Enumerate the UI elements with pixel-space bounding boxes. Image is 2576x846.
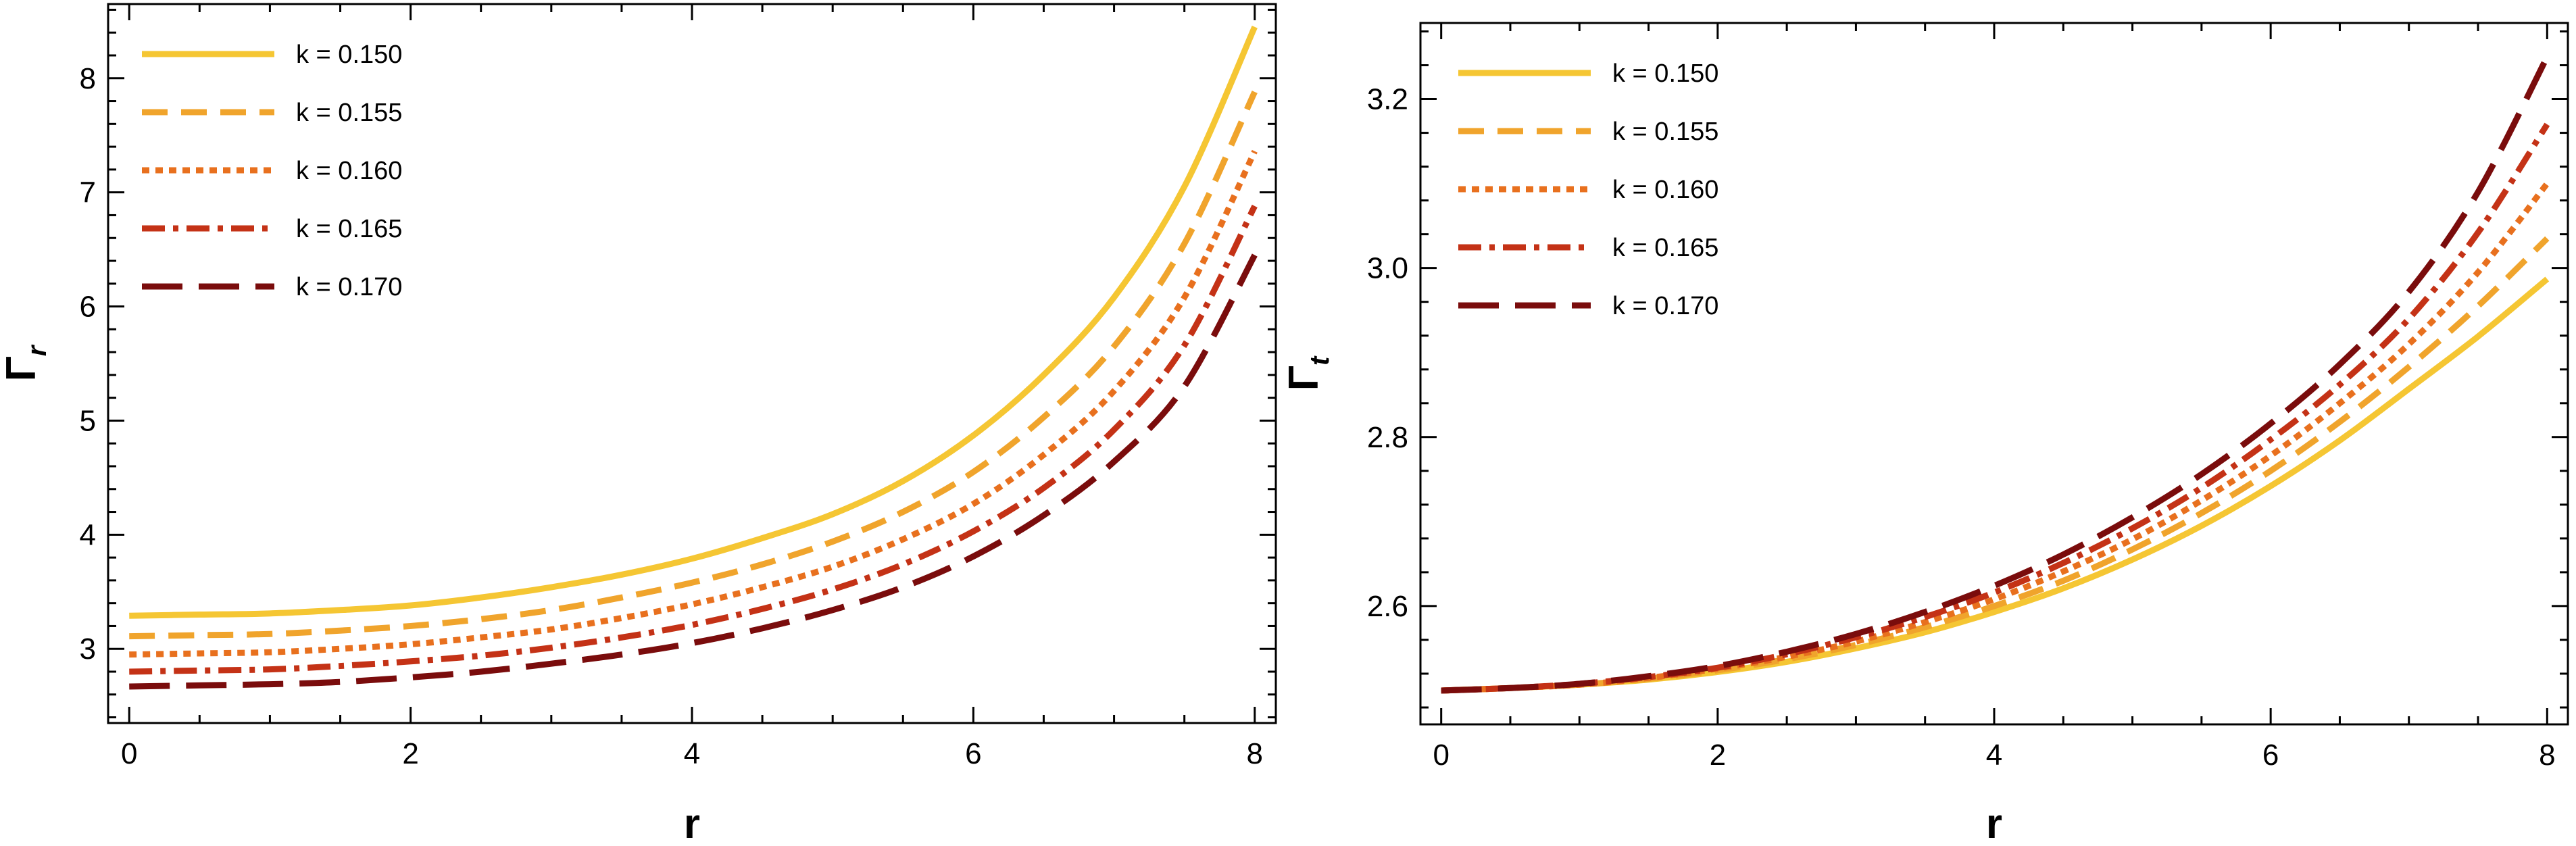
series-line-2 bbox=[1441, 236, 2550, 694]
series-line-5 bbox=[129, 253, 1258, 690]
legend-label-2: k = 0.155 bbox=[296, 99, 402, 127]
y-tick-label: 2.8 bbox=[1367, 421, 1408, 454]
series-line-4 bbox=[129, 204, 1258, 675]
x-tick-label: 8 bbox=[1247, 737, 1263, 770]
legend-label-5: k = 0.170 bbox=[296, 273, 402, 301]
y-tick-label: 8 bbox=[80, 62, 96, 95]
y-tick-label: 3 bbox=[80, 632, 96, 666]
x-tick-label: 8 bbox=[2539, 739, 2555, 772]
y-axis-title-subscript: t bbox=[1305, 355, 1335, 366]
series-line-5 bbox=[1441, 55, 2550, 694]
legend-label-3: k = 0.160 bbox=[1612, 176, 1718, 204]
x-tick-label: 0 bbox=[121, 737, 137, 770]
x-axis-title: r bbox=[1986, 801, 2002, 846]
legend-label-2: k = 0.155 bbox=[1612, 118, 1718, 146]
y-axis-title-symbol: Γ bbox=[1281, 366, 1327, 391]
legend-label-4: k = 0.165 bbox=[1612, 234, 1718, 262]
x-tick-label: 4 bbox=[684, 737, 700, 770]
x-tick-label: 6 bbox=[2262, 739, 2279, 772]
x-tick-label: 2 bbox=[1710, 739, 1726, 772]
x-tick-label: 6 bbox=[965, 737, 981, 770]
y-tick-label: 7 bbox=[80, 176, 96, 209]
y-tick-label: 4 bbox=[80, 518, 96, 551]
x-tick-label: 2 bbox=[402, 737, 418, 770]
y-axis-title: Γt bbox=[1281, 355, 1335, 391]
plot-frame bbox=[1419, 22, 2569, 726]
y-tick-label: 5 bbox=[80, 404, 96, 437]
series-line-1 bbox=[1441, 276, 2550, 694]
y-tick-label: 6 bbox=[80, 291, 96, 324]
legend-label-5: k = 0.170 bbox=[1612, 292, 1718, 320]
y-axis-title-symbol: Γ bbox=[0, 356, 45, 381]
series-line-1 bbox=[129, 25, 1258, 619]
series-line-2 bbox=[129, 91, 1258, 640]
x-tick-label: 4 bbox=[1986, 739, 2002, 772]
y-axis-title: Γr bbox=[0, 344, 52, 381]
y-tick-label: 3.2 bbox=[1367, 83, 1408, 116]
y-tick-label: 3.0 bbox=[1367, 252, 1408, 285]
legend-label-4: k = 0.165 bbox=[296, 215, 402, 243]
x-axis-title: r bbox=[684, 801, 700, 846]
legend-label-1: k = 0.150 bbox=[296, 41, 402, 69]
y-tick-label: 2.6 bbox=[1367, 590, 1408, 623]
right-panel-gamma-t: 0 2 4 6 8 2.6 2.8 3.0 3.2 r Γt k = 0.150 k = 0.155 k … bbox=[1281, 22, 2569, 846]
legend-label-1: k = 0.150 bbox=[1612, 59, 1718, 88]
y-axis-title-subscript: r bbox=[22, 344, 52, 356]
legend-label-3: k = 0.160 bbox=[296, 157, 402, 185]
x-tick-label: 0 bbox=[1433, 739, 1449, 772]
